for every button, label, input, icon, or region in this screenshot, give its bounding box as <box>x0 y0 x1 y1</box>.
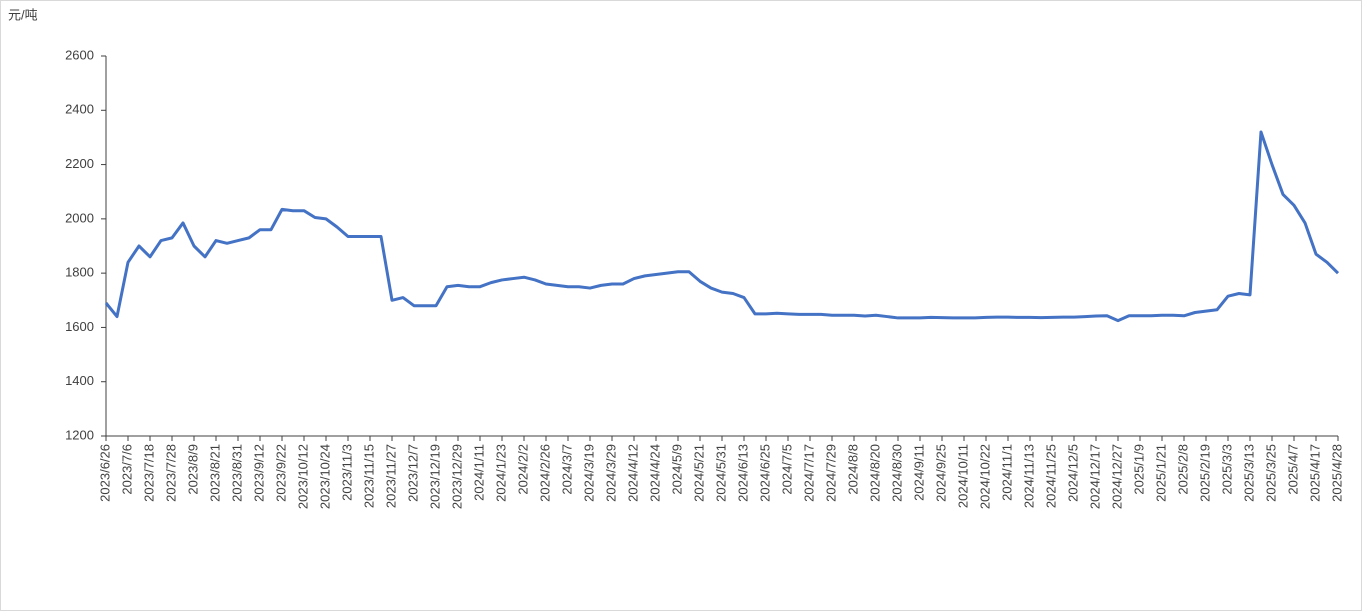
x-tick-label: 2024/3/29 <box>603 444 618 502</box>
x-tick-label: 2024/4/12 <box>625 444 640 502</box>
x-tick-label: 2024/1/11 <box>471 444 486 501</box>
x-tick-label: 2024/12/27 <box>1109 444 1124 509</box>
x-tick-label: 2023/8/21 <box>207 444 222 502</box>
x-tick-label: 2025/4/28 <box>1329 444 1344 502</box>
x-tick-label: 2024/5/31 <box>713 444 728 502</box>
x-tick-label: 2023/8/9 <box>185 444 200 495</box>
x-tick-label: 2024/6/25 <box>757 444 772 502</box>
x-tick-label: 2025/2/19 <box>1197 444 1212 502</box>
x-tick-label: 2024/7/5 <box>779 444 794 495</box>
y-tick-label: 2200 <box>65 156 94 171</box>
x-tick-label: 2024/9/25 <box>933 444 948 502</box>
x-tick-label: 2024/2/26 <box>537 444 552 502</box>
x-tick-label: 2024/6/13 <box>735 444 750 502</box>
x-tick-label: 2025/1/9 <box>1131 444 1146 495</box>
y-tick-label: 2400 <box>65 102 94 117</box>
y-tick-label: 1400 <box>65 373 94 388</box>
x-tick-label: 2024/11/1 <box>999 444 1014 501</box>
y-axis-label: 元/吨 <box>8 7 38 22</box>
x-tick-label: 2024/7/17 <box>801 444 816 502</box>
y-tick-label: 1800 <box>65 265 94 280</box>
x-tick-label: 2023/8/31 <box>229 444 244 502</box>
x-tick-label: 2024/10/11 <box>955 444 970 508</box>
x-tick-label: 2023/6/26 <box>97 444 112 502</box>
x-tick-label: 2024/11/13 <box>1021 444 1036 508</box>
x-tick-label: 2024/9/11 <box>911 444 926 501</box>
x-tick-label: 2024/1/23 <box>493 444 508 502</box>
x-tick-label: 2024/8/30 <box>889 444 904 502</box>
x-tick-label: 2023/11/15 <box>361 444 376 508</box>
x-tick-label: 2023/12/7 <box>405 444 420 502</box>
x-tick-label: 2024/3/7 <box>559 444 574 495</box>
x-tick-label: 2024/5/21 <box>691 444 706 502</box>
x-tick-label: 2023/12/29 <box>449 444 464 509</box>
x-tick-label: 2024/8/8 <box>845 444 860 495</box>
y-tick-label: 2600 <box>65 47 94 62</box>
x-tick-label: 2024/2/2 <box>515 444 530 495</box>
x-tick-label: 2025/3/3 <box>1219 444 1234 495</box>
x-tick-label: 2023/7/28 <box>163 444 178 502</box>
x-tick-label: 2025/3/13 <box>1241 444 1256 502</box>
x-tick-label: 2023/12/19 <box>427 444 442 509</box>
x-tick-label: 2023/10/12 <box>295 444 310 509</box>
x-tick-label: 2025/4/17 <box>1307 444 1322 502</box>
x-tick-label: 2024/11/25 <box>1043 444 1058 508</box>
x-tick-label: 2024/7/29 <box>823 444 838 502</box>
x-tick-label: 2023/11/3 <box>339 444 354 501</box>
x-tick-label: 2023/11/27 <box>383 444 398 508</box>
x-tick-label: 2024/12/17 <box>1087 444 1102 509</box>
x-tick-label: 2024/8/20 <box>867 444 882 502</box>
x-tick-label: 2024/12/5 <box>1065 444 1080 502</box>
x-tick-label: 2023/9/12 <box>251 444 266 502</box>
x-tick-label: 2024/3/19 <box>581 444 596 502</box>
x-tick-label: 2024/5/9 <box>669 444 684 495</box>
x-tick-label: 2023/7/18 <box>141 444 156 502</box>
x-tick-label: 2025/2/8 <box>1175 444 1190 495</box>
x-tick-label: 2025/4/7 <box>1285 444 1300 495</box>
x-tick-label: 2025/1/21 <box>1153 444 1168 502</box>
y-tick-label: 2000 <box>65 210 94 225</box>
x-tick-label: 2023/7/6 <box>119 444 134 495</box>
x-tick-label: 2023/10/24 <box>317 444 332 509</box>
x-tick-label: 2025/3/25 <box>1263 444 1278 502</box>
x-tick-label: 2023/9/22 <box>273 444 288 502</box>
x-tick-label: 2024/10/22 <box>977 444 992 509</box>
y-tick-label: 1200 <box>65 427 94 442</box>
price-line <box>104 130 1340 323</box>
x-tick-label: 2024/4/24 <box>647 444 662 502</box>
y-tick-label: 1600 <box>65 319 94 334</box>
